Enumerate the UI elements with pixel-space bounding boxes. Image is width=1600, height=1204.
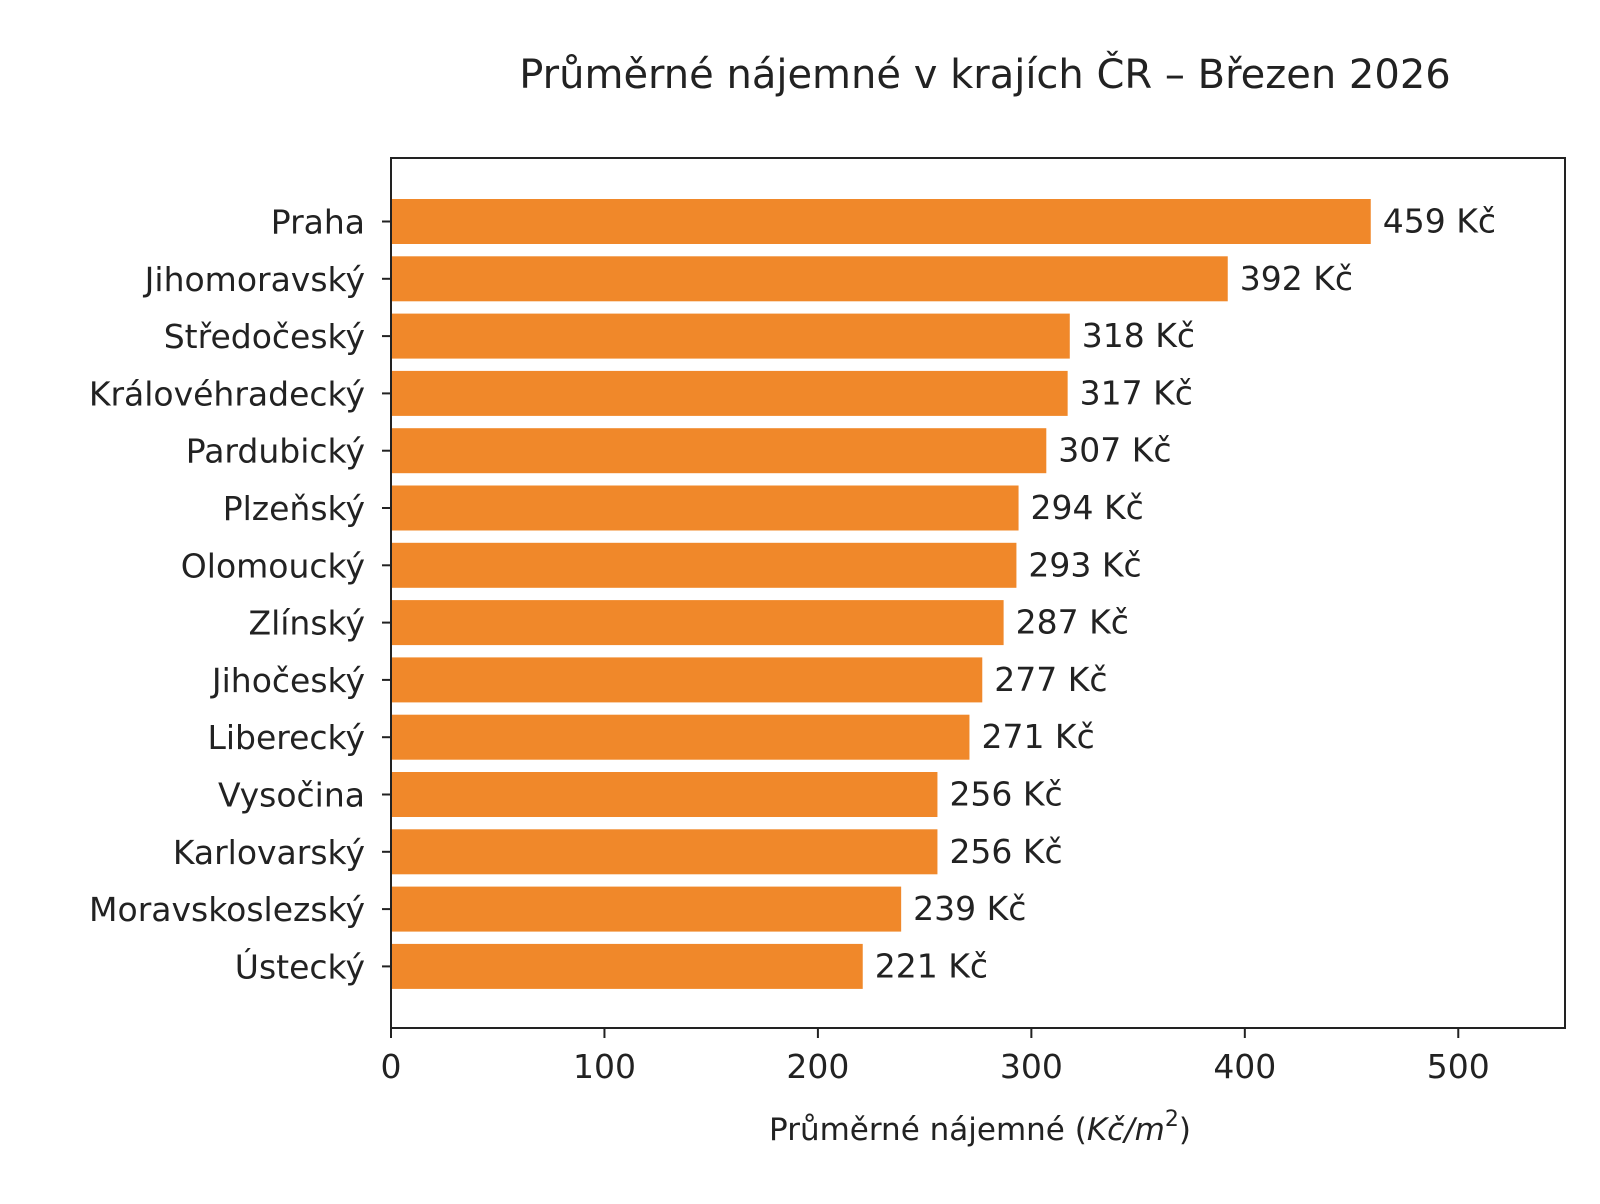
y-tick-label: Vysočina (218, 776, 365, 815)
data-labels-group: 459 Kč 392 Kč 318 Kč 317 Kč 307 Kč 294 Kč 293 … (875, 202, 1496, 986)
chart-title: Průměrné nájemné v krajích ČR – Březen 2… (519, 50, 1450, 98)
bar (391, 370, 1068, 416)
y-tick-label: Středočeský (164, 317, 365, 356)
x-axis-ticks: 0 100 200 300 400 500 (381, 1028, 1490, 1086)
bar (391, 600, 1004, 646)
bar (391, 886, 902, 932)
y-tick-label: Karlovarský (173, 833, 365, 872)
plot-area-frame (390, 157, 1566, 1029)
x-axis-label-main: Průměrné nájemné ( (769, 1112, 1087, 1148)
bar (391, 657, 983, 703)
bar (391, 256, 1228, 302)
y-tick-label: Královéhradecký (89, 374, 365, 413)
y-tick-label: Jihomoravský (143, 260, 365, 299)
bar (391, 313, 1070, 359)
bar-value-label: 318 Kč (1082, 316, 1195, 355)
bar (391, 829, 938, 875)
y-tick-label: Olomoucký (181, 546, 365, 585)
bar-value-label: 294 Kč (1031, 488, 1144, 527)
y-axis-ticks: Praha Jihomoravský Středočeský Královéhrade… (89, 203, 391, 986)
x-tick-label: 200 (786, 1047, 849, 1086)
x-tick-label: 500 (1427, 1047, 1490, 1086)
x-tick-label: 100 (573, 1047, 636, 1086)
bar (391, 542, 1017, 588)
bar-value-label: 256 Kč (949, 832, 1062, 871)
bar (391, 428, 1047, 474)
bar (391, 485, 1019, 531)
bar (391, 772, 938, 817)
y-tick-label: Plzeňský (223, 489, 365, 528)
bar (391, 714, 970, 760)
bar-value-label: 392 Kč (1240, 259, 1353, 298)
bar-value-label: 287 Kč (1016, 603, 1129, 642)
x-axis-label-superscript: 2 (1165, 1107, 1179, 1132)
y-tick-label: Praha (271, 203, 365, 242)
y-tick-label: Zlínský (248, 604, 365, 643)
bar-value-label: 256 Kč (949, 775, 1062, 814)
x-tick-label: 0 (381, 1047, 402, 1086)
bar-value-label: 277 Kč (994, 660, 1107, 699)
bars-group (391, 199, 1371, 989)
bar-value-label: 293 Kč (1028, 545, 1141, 584)
x-axis-label: Průměrné nájemné (Kč/m2) (769, 1107, 1191, 1148)
x-tick-label: 300 (1000, 1047, 1063, 1086)
bar-value-label: 221 Kč (875, 946, 988, 985)
bar-value-label: 307 Kč (1058, 431, 1171, 470)
y-tick-label: Jihočeský (210, 661, 365, 700)
x-axis-label-unit: Kč/m (1087, 1112, 1165, 1148)
bar-value-label: 317 Kč (1080, 373, 1193, 412)
bar-value-label: 239 Kč (913, 889, 1026, 928)
x-axis-label-close: ) (1179, 1112, 1191, 1148)
y-tick-label: Liberecký (207, 718, 365, 757)
y-tick-label: Pardubický (186, 432, 365, 471)
y-tick-label: Moravskoslezský (89, 890, 365, 929)
y-tick-label: Ústecký (235, 946, 365, 986)
bar-value-label: 459 Kč (1383, 202, 1496, 241)
x-tick-label: 400 (1213, 1047, 1276, 1086)
bar (391, 943, 863, 989)
bar-value-label: 271 Kč (981, 717, 1094, 756)
bar (391, 199, 1371, 244)
